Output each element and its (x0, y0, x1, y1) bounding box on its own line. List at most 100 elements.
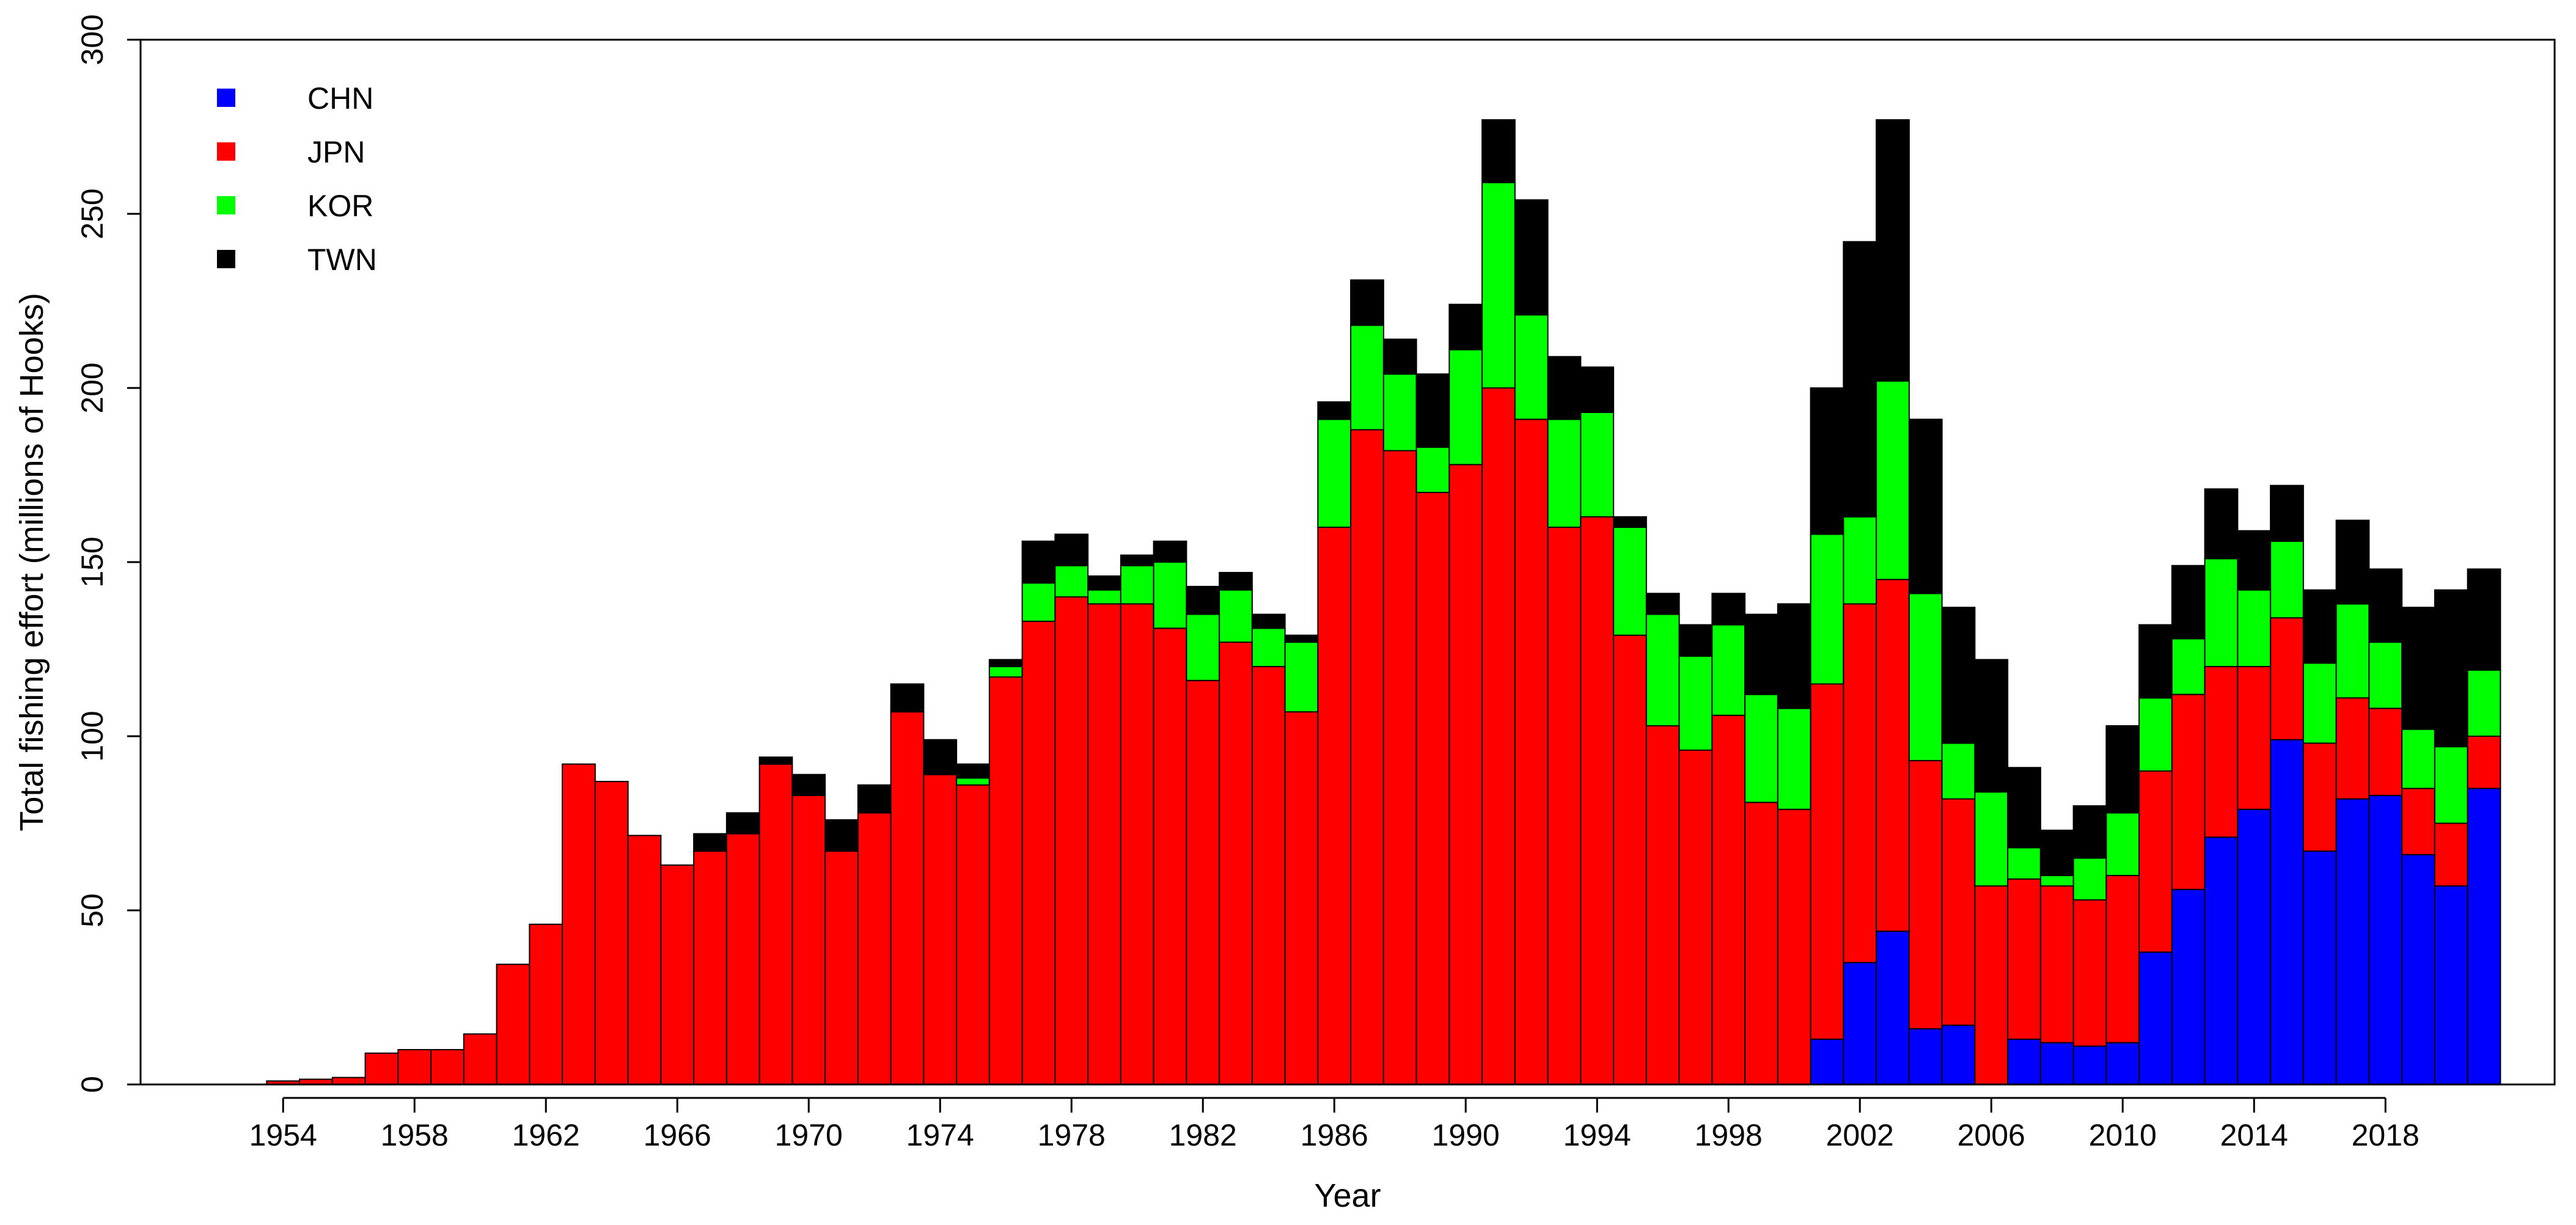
bar-kor-2005 (1941, 742, 1976, 800)
bar-chn-2021 (2467, 788, 2501, 1085)
bar-jpn-1956 (331, 1077, 366, 1085)
bar-jpn-1978 (1054, 596, 1089, 1085)
bar-kor-2019 (2401, 728, 2435, 789)
x-tick-label-1954: 1954 (249, 1118, 317, 1152)
bar-kor-2014 (2237, 589, 2272, 667)
bar-jpn-2012 (2171, 693, 2206, 890)
x-axis: 1954 1958 1962 1966 1970 1974 1978 1982 1986 1990… (249, 1097, 2420, 1152)
legend-swatch-chn (217, 89, 235, 107)
bar-jpn-1997 (1678, 749, 1713, 1086)
bar-kor-1992 (1514, 314, 1549, 420)
bar-jpn-2006 (1974, 885, 2009, 1085)
bar-jpn-2019 (2401, 788, 2435, 855)
bar-jpn-1994 (1580, 516, 1615, 1085)
bar-jpn-2013 (2204, 666, 2239, 838)
y-axis: 0 50 100 150 200 250 300 (75, 14, 141, 1093)
y-tick-label-50: 50 (75, 893, 109, 927)
bar-kor-1987 (1350, 324, 1384, 431)
bar-kor-2020 (2434, 746, 2468, 824)
bar-jpn-1961 (496, 964, 530, 1085)
bar-twn-1997 (1678, 624, 1713, 657)
bar-chn-2007 (2007, 1038, 2041, 1086)
bar-jpn-2016 (2302, 742, 2337, 852)
bar-kor-2006 (1974, 791, 2009, 887)
x-tick-label-1958: 1958 (381, 1118, 449, 1152)
bar-chn-2014 (2237, 808, 2272, 1085)
bar-jpn-1959 (430, 1049, 464, 1085)
bar-twn-2009 (2072, 805, 2107, 859)
bar-twn-2008 (2039, 829, 2074, 877)
bar-twn-2010 (2105, 725, 2140, 814)
bar-jpn-2021 (2467, 736, 2501, 789)
bar-kor-2010 (2105, 812, 2140, 877)
bar-twn-1993 (1547, 356, 1582, 420)
bar-kor-2011 (2138, 697, 2173, 772)
bar-chn-2016 (2302, 850, 2337, 1085)
legend-swatch-jpn (217, 142, 235, 161)
bar-twn-2017 (2335, 519, 2370, 605)
bar-kor-1999 (1744, 693, 1778, 803)
bar-kor-2018 (2368, 642, 2403, 709)
bar-kor-1984 (1251, 627, 1286, 668)
bar-jpn-1973 (890, 711, 925, 1085)
bar-jpn-1969 (758, 763, 793, 1085)
bar-jpn-1963 (562, 763, 596, 1085)
bar-jpn-1988 (1382, 450, 1417, 1085)
bar-twn-1984 (1251, 613, 1286, 629)
bar-twn-2004 (1908, 419, 1943, 594)
bar-kor-1979 (1087, 589, 1121, 605)
bar-jpn-1982 (1186, 679, 1220, 1086)
x-tick-label-2014: 2014 (2220, 1118, 2288, 1152)
bar-jpn-1995 (1613, 634, 1647, 1085)
x-tick-label-1982: 1982 (1169, 1118, 1237, 1152)
bar-jpn-1993 (1547, 527, 1582, 1085)
bar-kor-1980 (1120, 565, 1154, 605)
bar-kor-1977 (1021, 582, 1056, 622)
bar-jpn-1965 (627, 835, 662, 1085)
bar-twn-1999 (1744, 613, 1778, 695)
bar-twn-1967 (693, 833, 727, 852)
bar-twn-2020 (2434, 589, 2468, 748)
bar-kor-1995 (1613, 527, 1647, 636)
bar-twn-1975 (956, 763, 990, 779)
bar-chn-2012 (2171, 888, 2206, 1086)
y-axis-title: Total fishing effort (millions of Hooks) (13, 293, 50, 831)
bar-jpn-1992 (1514, 419, 1549, 1085)
bar-twn-2007 (2007, 767, 2041, 849)
bar-jpn-1975 (956, 784, 990, 1086)
bar-jpn-2018 (2368, 708, 2403, 796)
bar-kor-2001 (1810, 533, 1844, 685)
bar-kor-2007 (2007, 847, 2041, 880)
bar-jpn-2020 (2434, 822, 2468, 887)
bar-jpn-1979 (1087, 603, 1121, 1085)
bar-twn-1987 (1350, 279, 1384, 326)
bar-chn-2009 (2072, 1045, 2107, 1086)
bar-twn-2002 (1843, 241, 1877, 517)
y-tick-label-250: 250 (75, 188, 109, 239)
bar-jpn-1998 (1711, 714, 1746, 1086)
bar-twn-1990 (1448, 304, 1483, 351)
bar-jpn-1989 (1415, 492, 1450, 1085)
bar-twn-1979 (1087, 575, 1121, 591)
bar-twn-1991 (1481, 119, 1516, 183)
bar-twn-2013 (2204, 488, 2239, 560)
bar-chn-2002 (1843, 962, 1877, 1085)
bar-kor-1989 (1415, 446, 1450, 494)
bar-kor-2012 (2171, 638, 2206, 695)
bar-twn-1968 (725, 812, 760, 835)
bar-kor-1983 (1219, 589, 1253, 643)
bar-chn-2011 (2138, 951, 2173, 1086)
bar-twn-1998 (1711, 593, 1746, 626)
bar-twn-1981 (1153, 540, 1187, 563)
bar-jpn-1999 (1744, 802, 1778, 1086)
x-tick-label-2006: 2006 (1958, 1118, 2025, 1152)
legend-swatch-kor (217, 196, 235, 214)
bar-jpn-2011 (2138, 770, 2173, 953)
bar-jpn-1996 (1645, 725, 1680, 1085)
bar-jpn-1970 (791, 794, 826, 1086)
bar-jpn-1958 (397, 1049, 432, 1085)
x-tick-label-1966: 1966 (644, 1118, 711, 1152)
bar-twn-2003 (1876, 119, 1910, 382)
bar-kor-2017 (2335, 603, 2370, 699)
bar-kor-1990 (1448, 349, 1483, 466)
